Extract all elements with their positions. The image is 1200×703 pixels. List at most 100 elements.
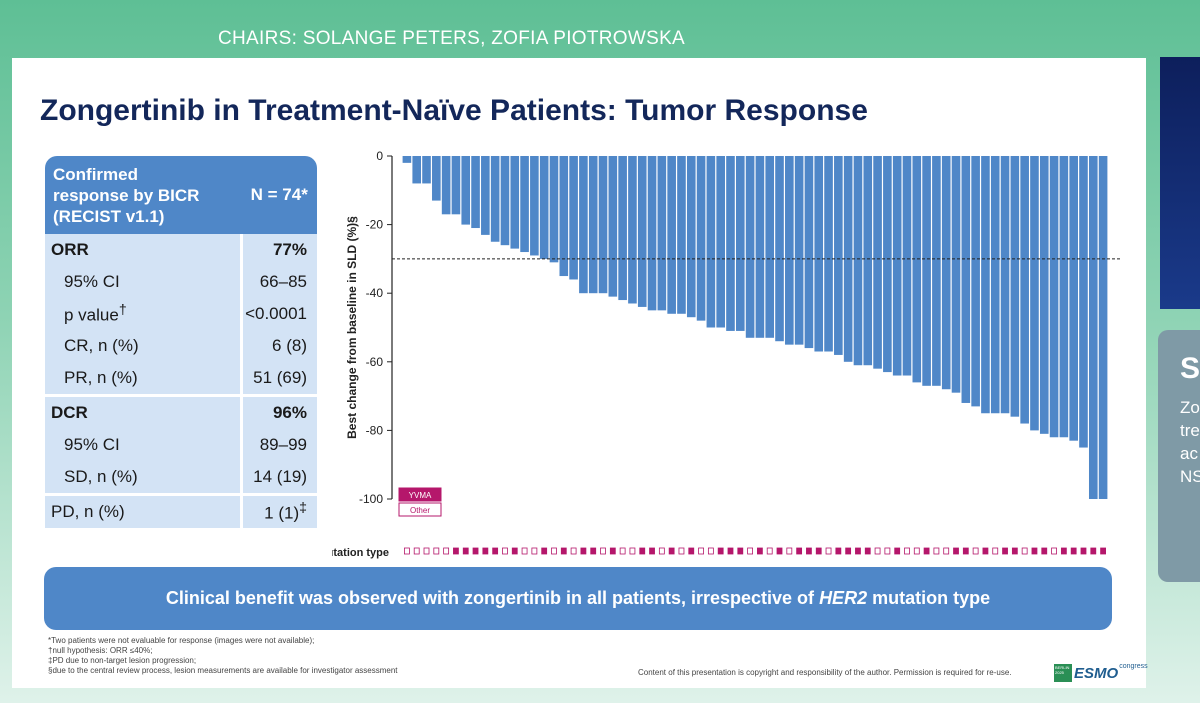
esmo-logo: BERLIN 2025 ESMO congress xyxy=(1054,663,1148,682)
table-row: SD, n (%) 14 (19) xyxy=(45,461,317,495)
mutation-marker xyxy=(453,547,459,555)
header-line: (RECIST v1.1) xyxy=(53,206,165,226)
footnote: §due to the central review process, lesi… xyxy=(48,666,398,675)
mutation-marker xyxy=(580,547,587,555)
waterfall-bar xyxy=(490,156,500,242)
side-video-panel xyxy=(1160,57,1200,309)
waterfall-bar xyxy=(1069,156,1078,441)
mutation-marker xyxy=(619,547,626,555)
mutation-marker xyxy=(698,547,704,555)
waterfall-bar xyxy=(1079,156,1088,448)
row-label: DCR xyxy=(45,394,243,429)
waterfall-bar xyxy=(1010,156,1020,417)
waterfall-bar xyxy=(863,156,873,366)
waterfall-bar xyxy=(873,156,882,369)
mutation-marker xyxy=(423,547,430,555)
mutation-marker xyxy=(502,547,508,555)
row-label: PR, n (%) xyxy=(45,362,243,396)
row-value-sup: ‡ xyxy=(299,500,307,517)
table-row: PR, n (%) 51 (69) xyxy=(45,362,317,396)
mutation-marker xyxy=(639,547,646,555)
waterfall-bar xyxy=(804,156,814,349)
waterfall-bar xyxy=(981,156,990,414)
waterfall-bar xyxy=(402,156,412,163)
mutation-marker xyxy=(688,547,695,555)
mutation-marker xyxy=(1021,547,1028,555)
footnote: *Two patients were not evaluable for res… xyxy=(48,636,315,645)
waterfall-bar xyxy=(461,156,471,225)
waterfall-bar xyxy=(755,156,765,338)
mutation-marker xyxy=(835,547,842,555)
waterfall-bar xyxy=(922,156,931,386)
waterfall-bar xyxy=(1098,156,1108,499)
waterfall-bar xyxy=(441,156,451,215)
waterfall-bar xyxy=(892,156,902,376)
waterfall-bar xyxy=(549,156,559,263)
mutation-marker xyxy=(786,547,793,555)
waterfall-bar xyxy=(716,156,725,328)
esmo-logo-word: ESMO xyxy=(1074,665,1119,682)
waterfall-bar xyxy=(853,156,863,366)
y-tick-label: 0 xyxy=(376,149,383,163)
table-row: CR, n (%) 6 (8) xyxy=(45,330,317,362)
slide-title: Zongertinib in Treatment-Naïve Patients:… xyxy=(40,94,868,127)
side-card-line: Zo xyxy=(1180,398,1200,417)
mutation-marker xyxy=(855,547,861,555)
mutation-marker xyxy=(404,547,410,555)
mutation-marker xyxy=(1031,547,1038,555)
mutation-marker xyxy=(443,547,450,555)
table-row: DCR 96% xyxy=(45,394,317,429)
waterfall-bar xyxy=(598,156,608,294)
mutation-marker xyxy=(413,547,420,555)
waterfall-bar xyxy=(824,156,833,352)
mutation-marker xyxy=(756,547,763,555)
waterfall-bar xyxy=(971,156,980,407)
table-header-n: N = 74* xyxy=(241,156,317,234)
row-label: 95% CI xyxy=(45,266,243,298)
response-table: Confirmed response by BICR (RECIST v1.1)… xyxy=(45,156,317,528)
side-slide-card: S Zo tre ac NS xyxy=(1158,330,1200,582)
waterfall-bar xyxy=(1059,156,1069,438)
row-value: 6 (8) xyxy=(241,330,317,362)
mutation-marker xyxy=(668,547,675,555)
mutation-marker xyxy=(1011,547,1018,555)
y-tick-label: -40 xyxy=(366,286,384,300)
mutation-marker xyxy=(1090,547,1097,555)
waterfall-bar xyxy=(745,156,755,338)
waterfall-chart: 0 -20 -40 -60 -80 -100 Best change from baseli… xyxy=(332,149,1120,559)
mutation-marker xyxy=(482,547,489,555)
row-label: p value† xyxy=(45,298,243,330)
waterfall-bar xyxy=(961,156,971,403)
row-label: 95% CI xyxy=(45,429,243,461)
waterfall-bar xyxy=(990,156,1000,414)
row-label-text: p value xyxy=(64,305,119,325)
header-line: Confirmed xyxy=(53,164,138,184)
y-tick-label: -80 xyxy=(366,423,384,437)
mutation-marker xyxy=(678,547,685,555)
mutation-marker xyxy=(1041,547,1048,555)
mutation-marker xyxy=(590,547,597,555)
waterfall-bar xyxy=(608,156,618,297)
side-card-line: tre xyxy=(1180,421,1200,440)
waterfall-bar xyxy=(510,156,520,249)
mutation-marker xyxy=(806,547,812,555)
mutation-marker xyxy=(913,547,920,555)
waterfall-bar xyxy=(1030,156,1039,431)
waterfall-bar xyxy=(932,156,941,386)
waterfall-bar xyxy=(647,156,657,311)
banner-text-end: mutation type xyxy=(867,588,991,608)
waterfall-bar xyxy=(667,156,676,314)
legend-swatch xyxy=(398,502,442,517)
mutation-marker xyxy=(933,547,940,555)
mutation-marker xyxy=(923,547,930,555)
banner-italic: HER2 xyxy=(819,588,868,608)
mutation-marker xyxy=(1080,547,1087,555)
mutation-marker xyxy=(972,547,979,555)
esmo-logo-sub: congress xyxy=(1119,663,1148,670)
waterfall-bar xyxy=(677,156,686,314)
waterfall-bar xyxy=(912,156,922,383)
table-row: 95% CI 89–99 xyxy=(45,429,317,461)
y-axis-label: Best change from baseline in SLD (%)§ xyxy=(345,216,359,439)
mutation-marker xyxy=(992,547,999,555)
mutation-marker xyxy=(747,547,754,555)
